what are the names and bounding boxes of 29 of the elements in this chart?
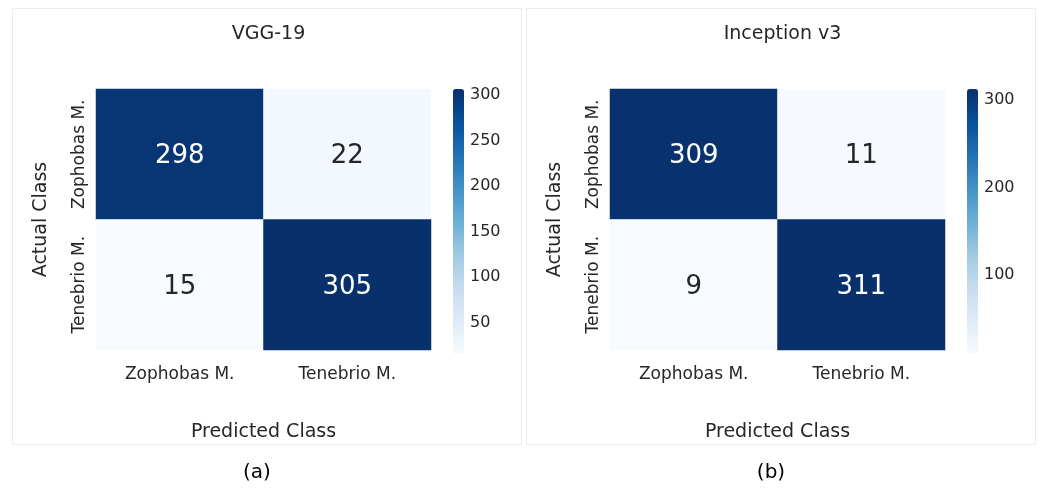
data-label: 298 <box>154 139 205 170</box>
color-bar-label: 150 <box>470 220 501 240</box>
text: (b) <box>755 459 787 483</box>
chart-title: VGG-19 <box>231 20 306 43</box>
color-bar-label: 250 <box>470 129 501 149</box>
x-axis-title: Predicted Class <box>704 418 851 441</box>
x-tick-label: Zophobas M. <box>124 362 235 383</box>
color-bar-label: 100 <box>984 263 1015 283</box>
x-tick-label: Tenebrio M. <box>297 362 397 383</box>
y-axis-title: Actual Class <box>27 161 50 278</box>
text: (a) <box>242 459 272 483</box>
data-label: 22 <box>330 139 364 170</box>
color-bar-label: 300 <box>984 89 1015 109</box>
color-bar-label: 50 <box>470 311 491 331</box>
data-label: 11 <box>844 139 878 170</box>
x-axis-title: Predicted Class <box>190 418 337 441</box>
color-bar-label: 300 <box>470 84 501 104</box>
color-bar-label: 100 <box>470 266 501 286</box>
data-label: 15 <box>163 269 197 300</box>
color-bar-label: 200 <box>984 176 1015 196</box>
data-label: 309 <box>668 139 719 170</box>
data-label: 9 <box>685 269 703 300</box>
y-axis-title: Actual Class <box>541 161 564 278</box>
chart-title: Inception v3 <box>723 20 842 43</box>
data-label: 311 <box>836 269 887 300</box>
color-bar-label: 200 <box>470 175 501 195</box>
x-tick-label: Tenebrio M. <box>811 362 911 383</box>
data-label: 305 <box>322 269 373 300</box>
x-tick-label: Zophobas M. <box>638 362 749 383</box>
